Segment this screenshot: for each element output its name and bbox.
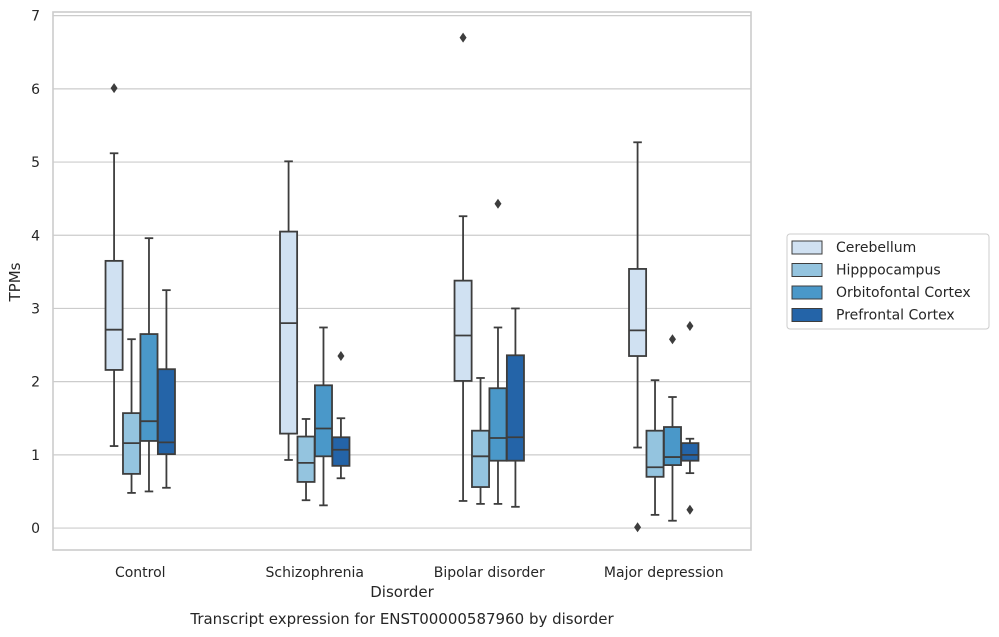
box-1-2: [314, 326, 333, 507]
x-tick-labels: Control Schizophrenia Bipolar disorder Majo…: [115, 565, 724, 581]
outlier-point: [494, 198, 502, 209]
iqr-box: [663, 426, 682, 466]
box-1-1: [296, 418, 316, 502]
iqr-box: [156, 368, 176, 456]
outlier-point: [686, 321, 694, 332]
y-tick-labels: 0 1 2 3 4 5 6 7: [31, 9, 40, 537]
iqr-box: [331, 436, 351, 467]
legend-label: Orbitofontal Cortex: [836, 285, 971, 301]
box-0-2: [139, 237, 159, 493]
y-tick-label: 3: [31, 301, 40, 317]
legend-swatch: [791, 240, 823, 255]
box-plot-boxes: [104, 32, 700, 533]
x-tick-label: Control: [115, 565, 166, 581]
legend: Cerebellum Hipppocampus Orbitofontal Corte…: [786, 233, 990, 330]
outlier-point: [110, 83, 118, 94]
y-tick-label: 4: [31, 228, 40, 244]
x-tick-label: Schizophrenia: [266, 565, 364, 581]
outlier-point: [337, 351, 345, 362]
outlier-point: [686, 504, 694, 515]
box-0-3: [156, 289, 176, 489]
iqr-box: [628, 268, 648, 357]
iqr-box: [471, 429, 490, 488]
iqr-box: [680, 442, 700, 462]
legend-swatch: [791, 263, 823, 277]
y-tick-label: 5: [31, 155, 40, 171]
legend-label: Hipppocampus: [836, 263, 941, 279]
box-2-2: [488, 198, 508, 505]
iqr-box: [314, 384, 333, 458]
iqr-box: [505, 354, 525, 462]
legend-swatch: [791, 285, 823, 300]
chart-caption: Transcript expression for ENST0000058796…: [189, 610, 614, 628]
box-3-3: [680, 321, 700, 515]
box-1-0: [279, 160, 299, 461]
iqr-box: [453, 279, 473, 382]
box-3-0: [628, 141, 648, 533]
box-3-2: [663, 334, 682, 522]
y-tick-label: 2: [31, 375, 40, 391]
box-2-0: [453, 32, 473, 502]
box-0-1: [122, 338, 141, 494]
box-2-1: [471, 377, 490, 505]
iqr-box: [488, 387, 508, 462]
y-axis-title: TPMs: [6, 262, 24, 302]
box-3-1: [645, 379, 665, 516]
x-axis-title: Disorder: [370, 583, 434, 601]
legend-label: Cerebellum: [836, 240, 916, 256]
box-0-0: [104, 83, 124, 447]
iqr-box: [296, 435, 316, 483]
iqr-box: [279, 230, 299, 435]
y-tick-label: 1: [31, 448, 40, 464]
y-tick-label: 7: [31, 9, 40, 25]
iqr-box: [104, 259, 124, 371]
y-tick-label: 0: [31, 521, 40, 537]
x-tick-label: Major depression: [604, 565, 724, 581]
legend-label: Prefrontal Cortex: [836, 308, 955, 324]
iqr-box: [139, 333, 159, 442]
y-tick-label: 6: [31, 82, 40, 98]
iqr-box: [645, 429, 665, 478]
legend-swatch: [791, 308, 823, 322]
outlier-point: [668, 334, 676, 345]
x-tick-label: Bipolar disorder: [434, 565, 545, 581]
legend-frame: [786, 233, 990, 330]
box-2-3: [505, 307, 525, 508]
outlier-point: [459, 32, 467, 43]
outlier-point: [634, 522, 642, 533]
box-1-3: [331, 351, 351, 480]
plot-frame: [52, 11, 752, 551]
